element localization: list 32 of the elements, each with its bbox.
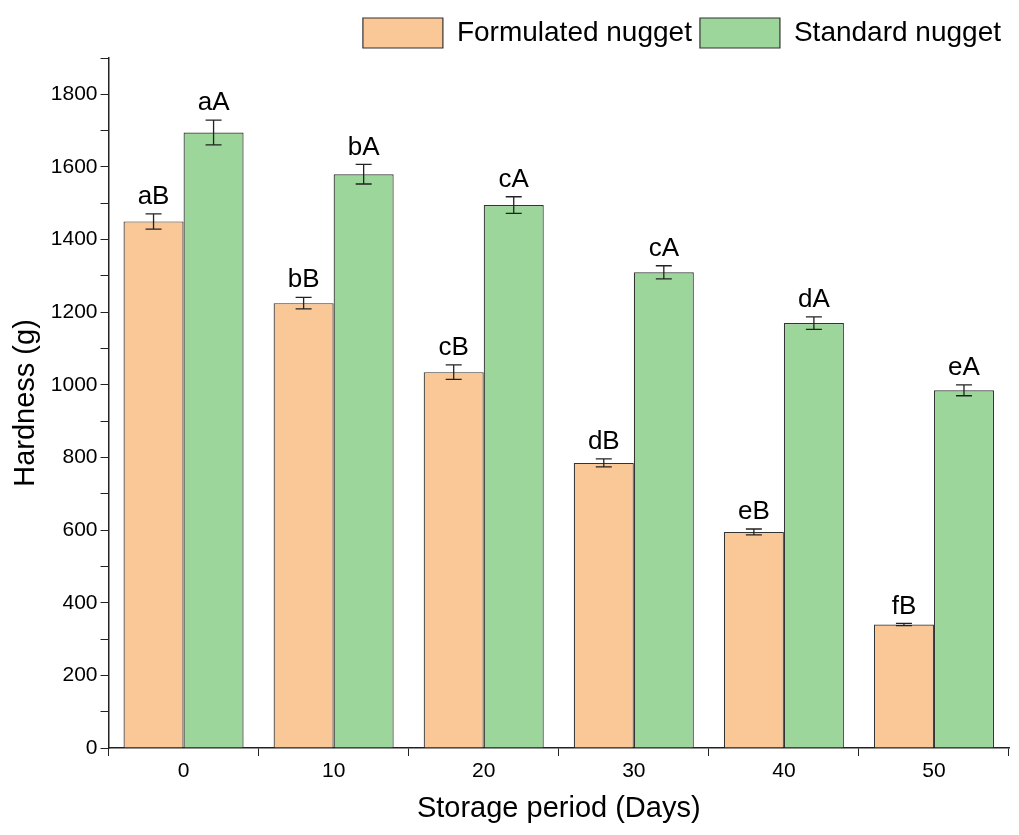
legend-label: Standard nugget <box>793 15 1002 47</box>
y-axis-title: Hardness (g) <box>8 319 41 487</box>
data-label: aA <box>197 86 231 117</box>
data-label: bA <box>347 130 381 161</box>
x-axis-title: Storage period (Days) <box>416 790 701 823</box>
y-tick-label: 1000 <box>50 371 98 395</box>
data-label: cB <box>438 331 469 362</box>
data-label: eB <box>737 495 770 526</box>
x-tick-label: 30 <box>622 758 646 782</box>
data-label: bB <box>287 263 320 294</box>
data-label: eA <box>948 351 981 382</box>
data-label: cA <box>498 162 530 193</box>
data-label: dA <box>797 283 831 314</box>
x-tick-label: 50 <box>922 758 946 782</box>
y-tick-label: 1600 <box>50 153 98 177</box>
legend-label: Formulated nugget <box>456 15 693 47</box>
data-label: cA <box>648 231 680 262</box>
x-tick-label: 0 <box>177 758 190 782</box>
x-tick-label: 20 <box>472 758 496 782</box>
data-label: fB <box>891 589 917 620</box>
y-tick-label: 600 <box>62 516 98 540</box>
y-tick-label: 0 <box>85 734 98 758</box>
data-label: dB <box>587 425 620 456</box>
x-tick-label: 40 <box>772 758 796 782</box>
data-label: aB <box>137 179 170 210</box>
y-tick-label: 400 <box>62 589 98 613</box>
y-tick-label: 1800 <box>50 81 98 105</box>
y-tick-label: 200 <box>62 662 98 686</box>
x-tick-label: 10 <box>321 758 346 782</box>
y-tick-label: 1200 <box>50 299 98 323</box>
y-tick-label: 1400 <box>50 226 98 250</box>
y-tick-label: 800 <box>62 444 98 468</box>
